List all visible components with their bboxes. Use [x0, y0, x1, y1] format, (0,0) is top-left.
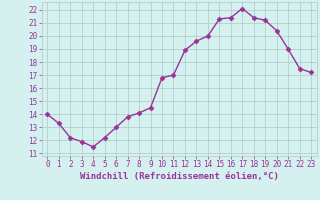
X-axis label: Windchill (Refroidissement éolien,°C): Windchill (Refroidissement éolien,°C)	[80, 172, 279, 181]
